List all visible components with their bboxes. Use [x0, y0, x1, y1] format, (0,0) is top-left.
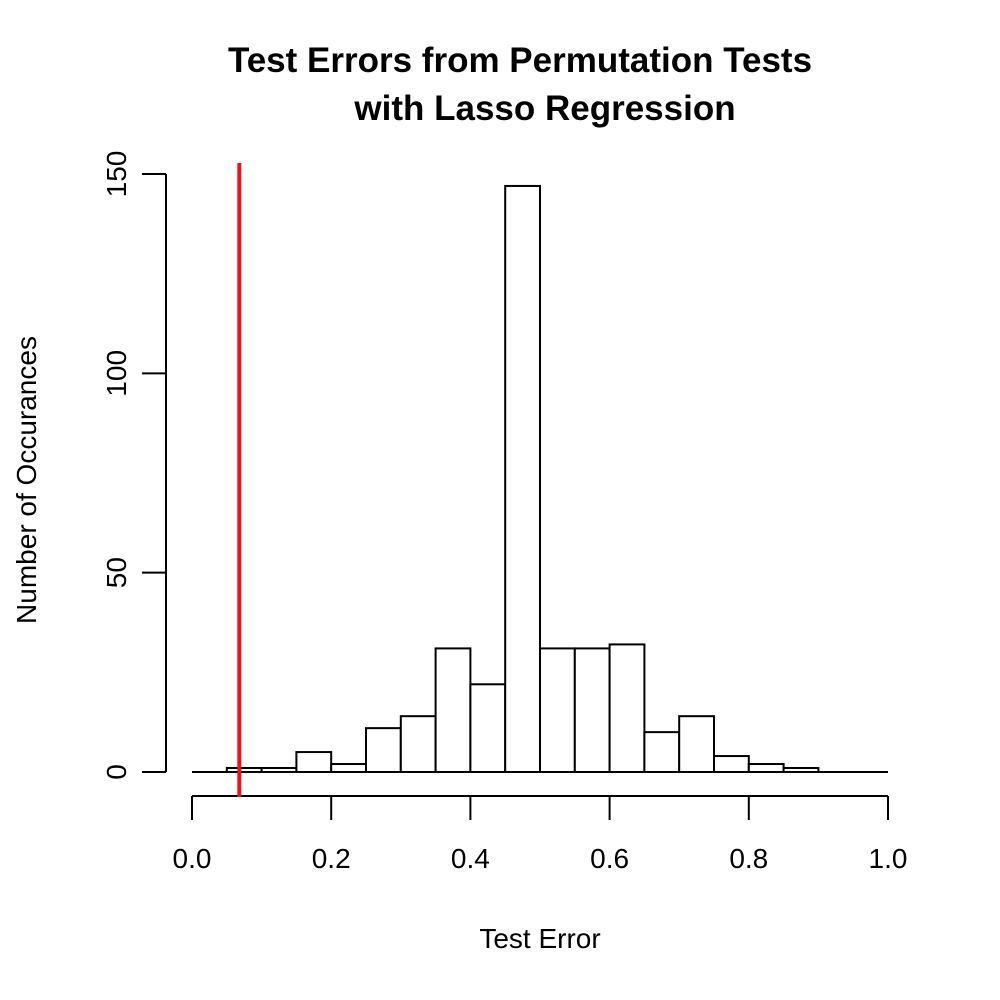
- histogram-bar: [573, 647, 611, 773]
- x-axis-label: Test Error: [479, 923, 600, 954]
- histogram-bar: [365, 727, 402, 773]
- histogram-bar: [608, 643, 646, 774]
- histogram-bar: [399, 715, 437, 773]
- histogram-bar: [504, 184, 542, 773]
- y-axis: 0 50 100 150: [101, 151, 167, 780]
- x-tick-label: 0.0: [173, 843, 212, 874]
- histogram-bar: [469, 683, 507, 773]
- histogram-bar: [539, 647, 576, 773]
- y-tick-label: 100: [101, 350, 132, 397]
- chart-title-line2: with Lasso Regression: [353, 89, 735, 128]
- histogram-bars: [192, 184, 888, 774]
- x-tick-label: 0.8: [729, 843, 768, 874]
- y-tick-label: 50: [101, 557, 132, 588]
- y-tick-label: 0: [101, 764, 132, 780]
- chart-title-line1: Test Errors from Permutation Tests: [228, 41, 812, 80]
- y-axis-label: Number of Occurances: [11, 336, 42, 624]
- x-tick-label: 0.2: [312, 843, 351, 874]
- histogram-bar: [713, 755, 750, 774]
- histogram-bar: [295, 751, 333, 773]
- histogram-bar: [330, 763, 368, 774]
- x-tick-label: 1.0: [869, 843, 908, 874]
- histogram-bar: [678, 715, 716, 773]
- histogram-bar: [434, 647, 472, 773]
- x-axis: 0.0 0.2 0.4 0.6 0.8 1.0: [173, 795, 908, 874]
- x-tick-label: 0.4: [451, 843, 490, 874]
- y-tick-label: 150: [101, 151, 132, 198]
- histogram-bar: [643, 731, 681, 774]
- x-tick-label: 0.6: [590, 843, 629, 874]
- histogram-bar: [747, 763, 785, 774]
